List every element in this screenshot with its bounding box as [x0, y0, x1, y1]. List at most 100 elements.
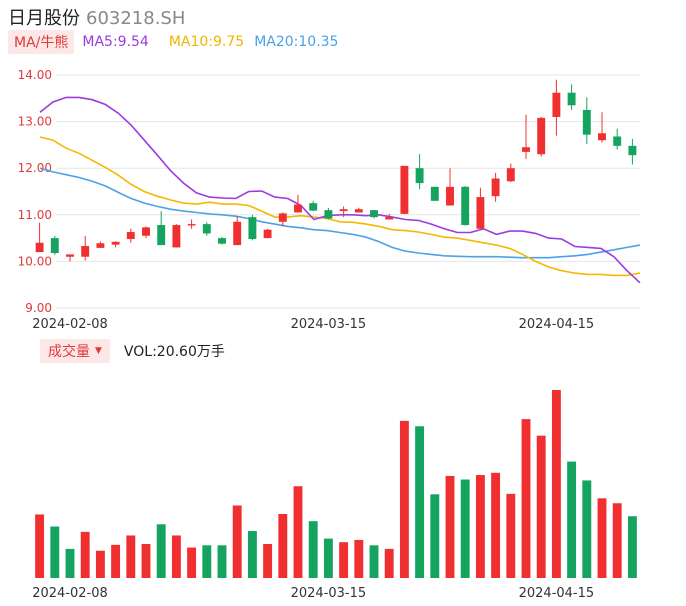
- volume-chart[interactable]: 2024-02-08 2024-03-15 2024-04-15: [0, 366, 686, 606]
- candle: [339, 206, 348, 218]
- candle-body: [385, 217, 394, 220]
- x-tick-label: 2024-04-15: [519, 317, 595, 332]
- candle: [309, 200, 318, 212]
- volume-bar: [354, 539, 364, 578]
- candle-body: [202, 224, 211, 234]
- volume-bar: [415, 426, 425, 578]
- candle-body: [81, 246, 90, 257]
- candle-body: [415, 168, 424, 184]
- volume-bar: [521, 419, 531, 578]
- candle-body: [35, 242, 44, 253]
- volume-x-tick-label: 2024-02-08: [32, 586, 108, 601]
- volume-bar: [445, 475, 455, 578]
- volume-bar: [551, 390, 561, 578]
- candle: [567, 84, 576, 110]
- candle: [142, 226, 150, 239]
- volume-bar: [217, 545, 227, 578]
- volume-bar: [80, 531, 90, 578]
- candle-body: [294, 204, 302, 213]
- stock-code: 603218.SH: [86, 8, 186, 29]
- candle: [522, 114, 530, 159]
- volume-bar: [536, 435, 546, 578]
- candle-body: [552, 92, 561, 117]
- candle: [187, 219, 196, 229]
- candle-body: [218, 238, 226, 244]
- candle: [415, 154, 424, 190]
- candle: [613, 128, 622, 150]
- dropdown-caret-icon: ▼: [95, 346, 102, 356]
- volume-bar: [50, 526, 60, 578]
- volume-bar: [202, 545, 212, 578]
- y-tick-label: 9.00: [25, 301, 52, 315]
- volume-x-tick-label: 2024-03-15: [291, 586, 367, 601]
- volume-bar: [460, 479, 470, 578]
- volume-bar: [293, 486, 303, 578]
- candle-body: [339, 209, 348, 212]
- y-tick-label: 12.00: [18, 161, 52, 175]
- candle-body: [598, 133, 606, 141]
- price-chart[interactable]: 14.00 13.00 12.00 11.00 10.00 9.00 2024-02-08 2…: [0, 0, 686, 340]
- volume-x-tick-label: 2024-04-15: [519, 586, 595, 601]
- candle: [446, 168, 454, 206]
- volume-bar: [247, 531, 257, 578]
- y-tick-label: 10.00: [18, 254, 52, 268]
- candle-body: [430, 186, 439, 201]
- candle-body: [248, 217, 257, 240]
- volume-bar: [491, 472, 501, 578]
- candle: [400, 165, 409, 214]
- y-tick-label: 13.00: [18, 115, 52, 129]
- candle-body: [370, 210, 378, 218]
- volume-bar: [126, 535, 136, 578]
- candle: [233, 215, 242, 246]
- candle: [385, 213, 394, 220]
- candle: [81, 235, 90, 261]
- volume-bar: [232, 505, 242, 578]
- ma-legend: MA/牛熊 MA5:9.54 MA10:9.75 MA20:10.35: [8, 30, 338, 54]
- volume-selector-button[interactable]: 成交量 ▼: [40, 339, 110, 363]
- candle-body: [263, 229, 272, 239]
- volume-bar: [171, 535, 181, 578]
- candle-body: [50, 238, 59, 254]
- volume-bar: [323, 538, 333, 578]
- candle: [157, 211, 166, 246]
- candle-body: [187, 224, 196, 226]
- candle-body: [537, 117, 546, 155]
- candle: [50, 235, 59, 255]
- volume-selector-label: 成交量: [48, 344, 90, 360]
- candle: [278, 212, 287, 227]
- candle: [461, 185, 470, 226]
- candle: [202, 222, 211, 236]
- candle: [218, 237, 226, 245]
- candle: [35, 222, 44, 253]
- volume-bar: [597, 498, 607, 578]
- candle-body: [354, 209, 363, 213]
- candle-body: [142, 227, 150, 236]
- candle: [324, 207, 333, 220]
- volume-bar: [65, 548, 75, 578]
- volume-bar: [506, 493, 516, 578]
- candle: [598, 112, 606, 143]
- volume-bar: [627, 516, 637, 578]
- ma-selector-button[interactable]: MA/牛熊: [8, 30, 75, 54]
- volume-bar: [308, 521, 318, 578]
- ma10-value: MA10:9.75: [168, 34, 245, 50]
- candle-body: [111, 241, 120, 245]
- candle: [248, 214, 257, 241]
- candle-body: [278, 213, 287, 222]
- volume-bar: [475, 475, 485, 578]
- candle-body: [157, 225, 166, 246]
- ma20-value: MA20:10.35: [254, 34, 339, 50]
- candle-body: [522, 147, 530, 152]
- candle: [96, 241, 105, 248]
- candle-body: [126, 232, 135, 240]
- candle: [354, 207, 363, 213]
- candle: [172, 224, 181, 248]
- volume-value: VOL:20.60万手: [123, 344, 225, 360]
- candle: [294, 194, 302, 213]
- volume-bar: [384, 548, 394, 578]
- volume-bar: [263, 543, 273, 578]
- volume-bar: [612, 503, 622, 578]
- candle-body: [400, 165, 409, 214]
- volume-bar: [567, 461, 577, 578]
- candle-body: [233, 221, 242, 246]
